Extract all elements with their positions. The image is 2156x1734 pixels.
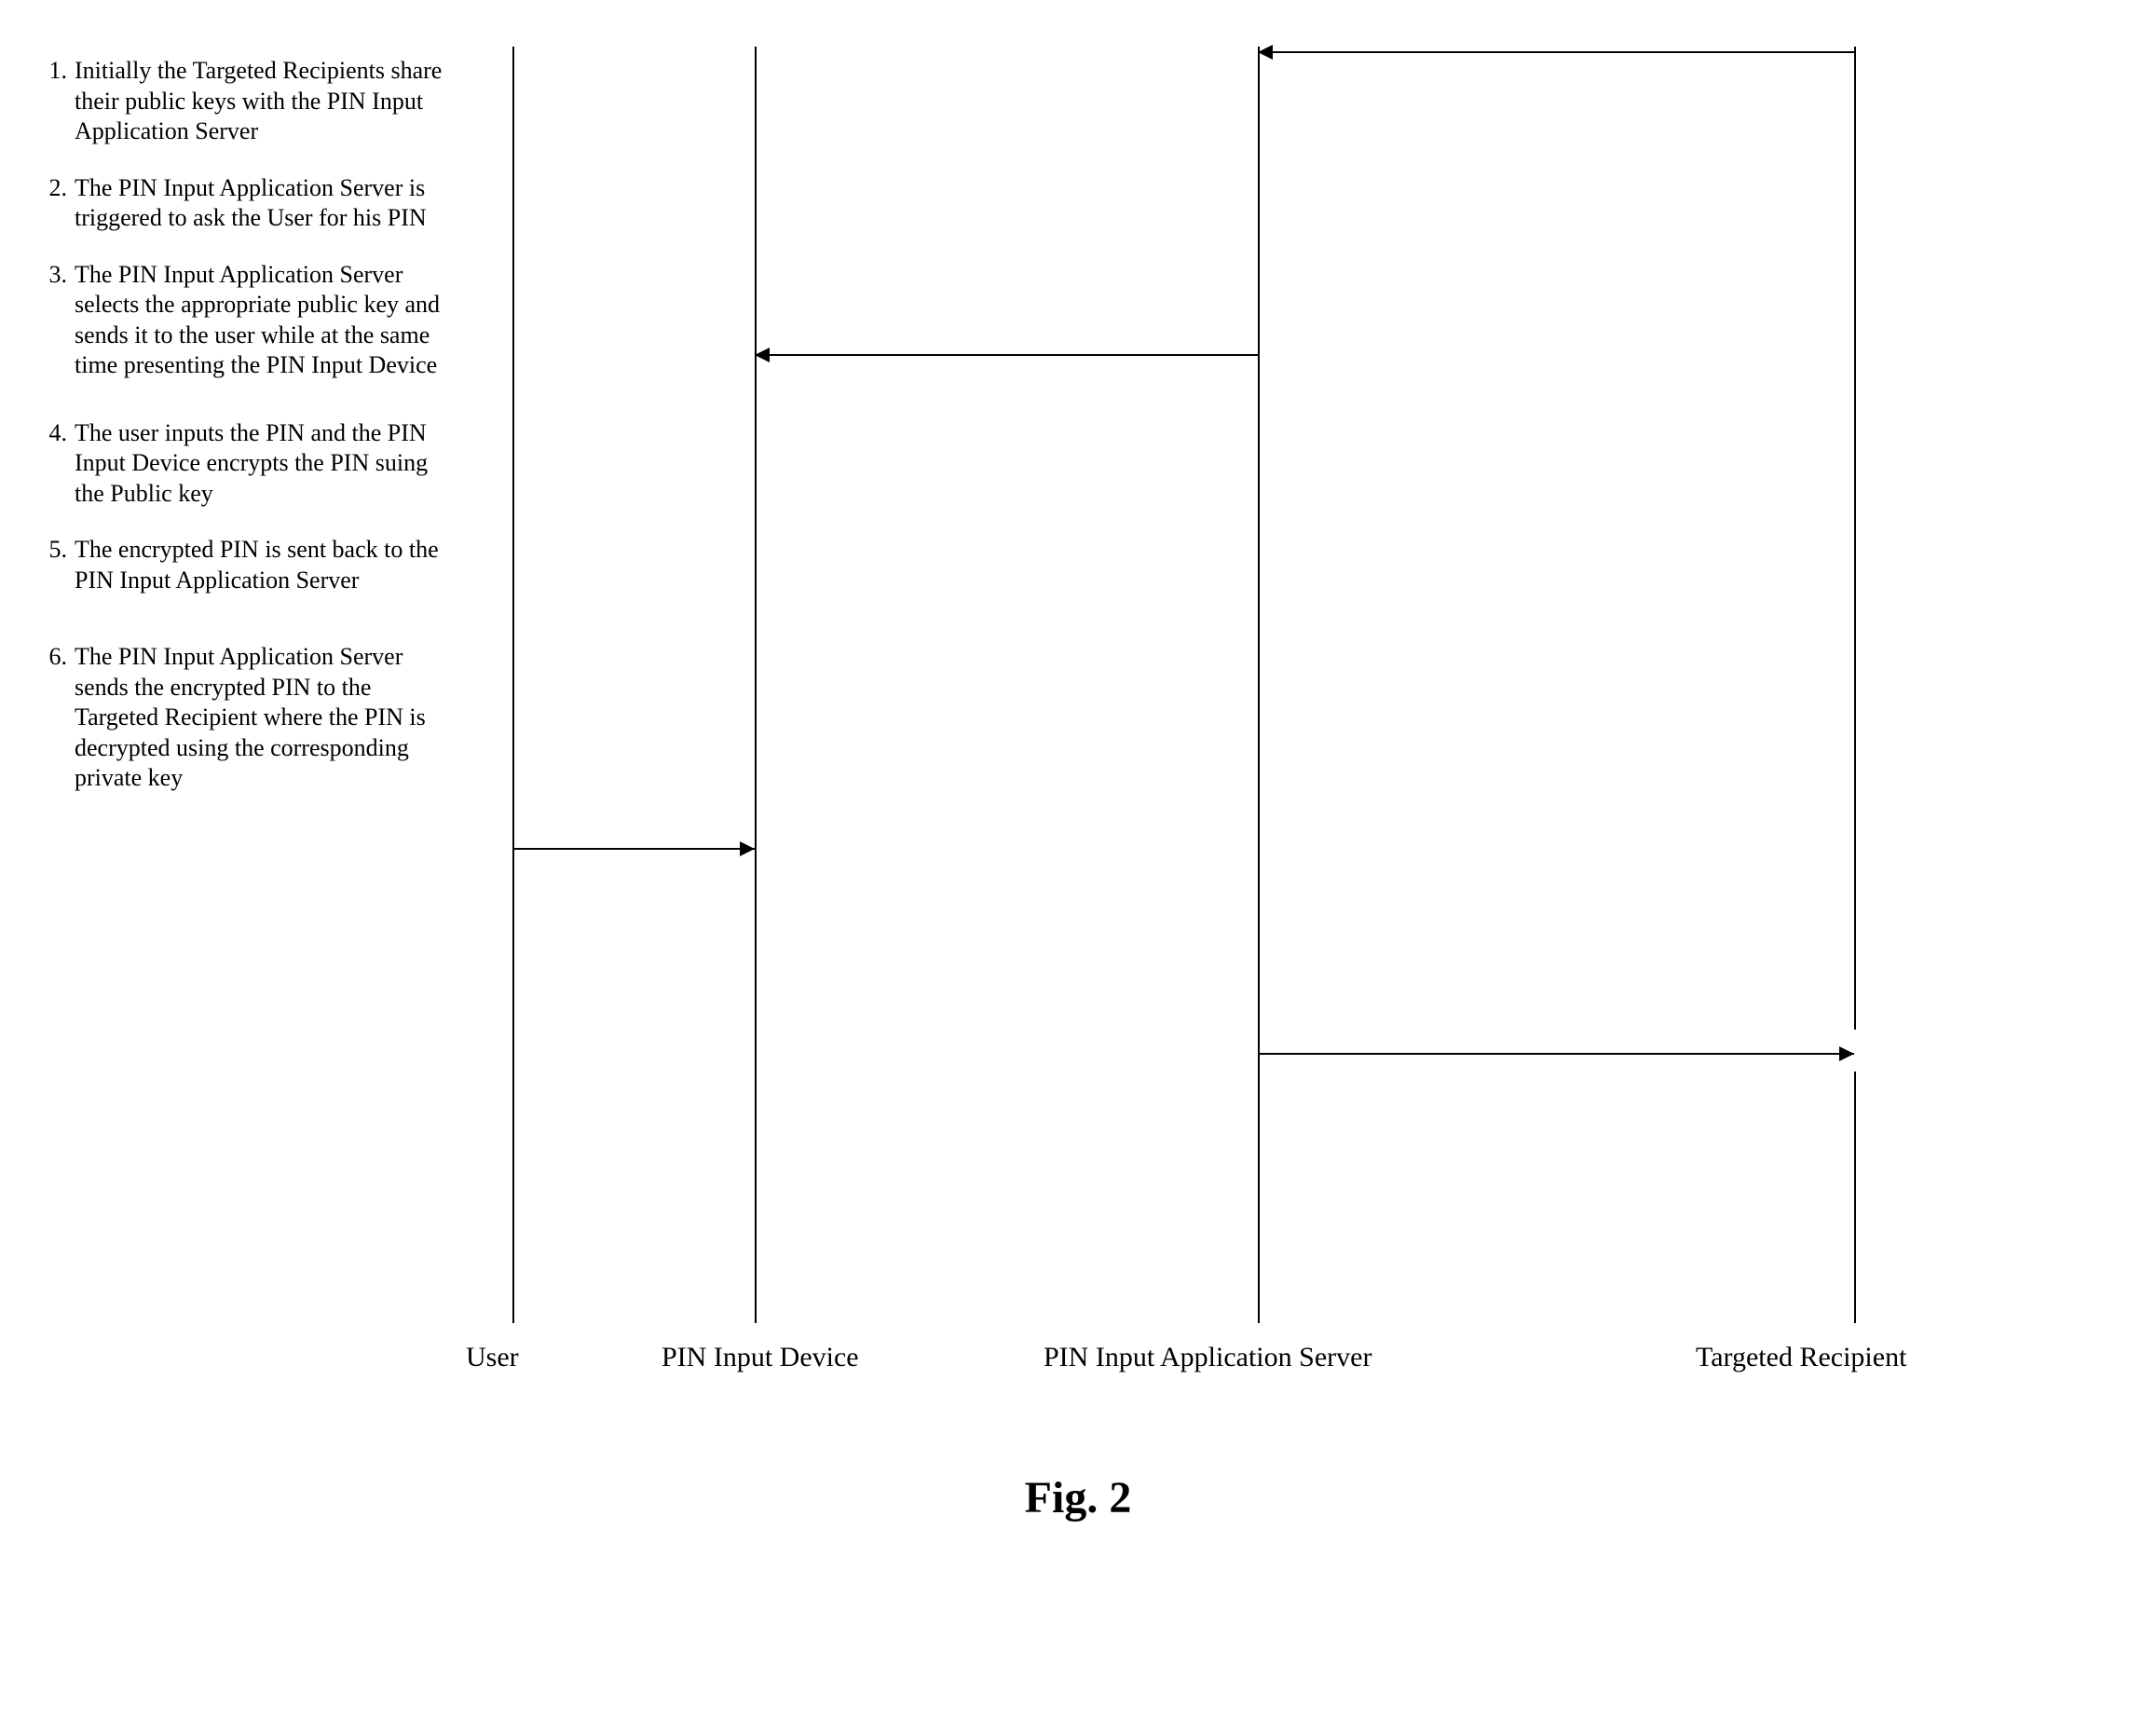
message-arrow xyxy=(755,354,1258,356)
lane-label-user: User xyxy=(466,1342,519,1373)
step-text: The PIN Input Application Server selects… xyxy=(75,260,457,381)
step-number: 1. xyxy=(37,56,67,87)
arrow-right-icon xyxy=(740,841,755,856)
arrow-right-icon xyxy=(1839,1046,1854,1061)
step-item: 1. Initially the Targeted Recipients sha… xyxy=(37,56,457,147)
message-arrow xyxy=(512,848,755,850)
step-item: 6. The PIN Input Application Server send… xyxy=(37,642,457,794)
step-number: 5. xyxy=(37,535,67,566)
step-number: 3. xyxy=(37,260,67,291)
step-item: 5. The encrypted PIN is sent back to the… xyxy=(37,535,457,595)
lifeline-pin-input-device xyxy=(755,47,757,1323)
step-text: The PIN Input Application Server sends t… xyxy=(75,642,457,794)
step-item: 3. The PIN Input Application Server sele… xyxy=(37,260,457,381)
lifeline-user xyxy=(512,47,514,1323)
message-arrow xyxy=(1258,1053,1854,1055)
arrow-left-icon xyxy=(755,348,770,362)
step-number: 2. xyxy=(37,173,67,204)
arrow-left-icon xyxy=(1258,45,1273,60)
step-number: 4. xyxy=(37,418,67,449)
step-text: Initially the Targeted Recipients share … xyxy=(75,56,457,147)
step-item: 4. The user inputs the PIN and the PIN I… xyxy=(37,418,457,510)
step-number: 6. xyxy=(37,642,67,673)
figure-container: 1. Initially the Targeted Recipients sha… xyxy=(37,37,2119,1523)
message-arrow xyxy=(1258,51,1854,53)
lane-label-server: PIN Input Application Server xyxy=(1044,1342,1371,1373)
figure-main: 1. Initially the Targeted Recipients sha… xyxy=(37,37,2119,1342)
lifeline-targeted-rec-top xyxy=(1854,47,1856,1030)
lane-label-recipient: Targeted Recipient xyxy=(1696,1342,1906,1373)
sequence-diagram xyxy=(475,37,2119,1342)
step-item: 2. The PIN Input Application Server is t… xyxy=(37,173,457,234)
lane-labels-row: User PIN Input Device PIN Input Applicat… xyxy=(37,1342,2119,1398)
lifeline-targeted-rec-bot xyxy=(1854,1072,1856,1323)
steps-list: 1. Initially the Targeted Recipients sha… xyxy=(37,37,475,1342)
step-text: The encrypted PIN is sent back to the PI… xyxy=(75,535,457,595)
figure-title: Fig. 2 xyxy=(37,1472,2119,1523)
lane-label-device: PIN Input Device xyxy=(662,1342,859,1373)
step-text: The PIN Input Application Server is trig… xyxy=(75,173,457,234)
lifeline-pin-app-server xyxy=(1258,47,1260,1323)
step-text: The user inputs the PIN and the PIN Inpu… xyxy=(75,418,457,510)
